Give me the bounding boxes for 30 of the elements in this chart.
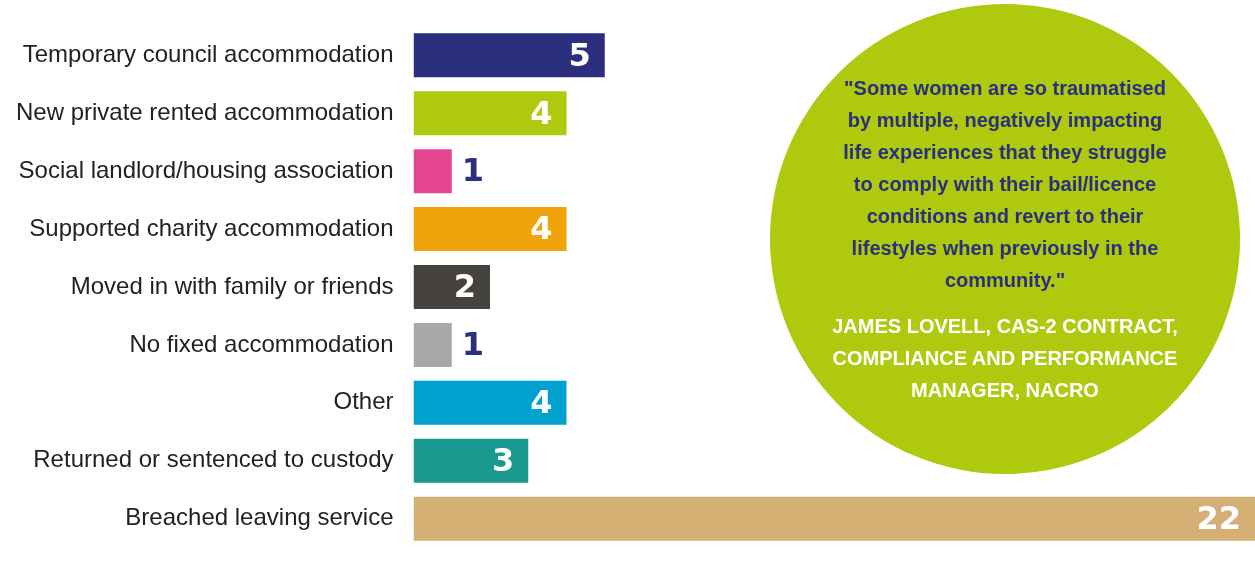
y-tick-label: Social landlord/housing association bbox=[18, 155, 394, 183]
data-label: 1 bbox=[461, 325, 485, 364]
y-tick-label: Other bbox=[333, 387, 394, 415]
data-label: 1 bbox=[461, 151, 485, 190]
y-tick-label: Returned or sentenced to custody bbox=[33, 445, 394, 473]
y-tick-label: Moved in with family or friends bbox=[70, 271, 394, 299]
data-label: 5 bbox=[568, 35, 591, 74]
y-tick-label: No fixed accommodation bbox=[129, 329, 394, 357]
bar bbox=[413, 264, 491, 310]
data-label: 4 bbox=[530, 209, 553, 248]
bar bbox=[413, 438, 529, 483]
data-label: 4 bbox=[530, 93, 553, 132]
data-label: 2 bbox=[453, 267, 477, 306]
bar bbox=[413, 380, 567, 425]
y-tick-label: New private rented accommodation bbox=[15, 97, 394, 125]
bar bbox=[413, 33, 605, 78]
annotation: "Some women are so traumatised by multiple, negatively impacting life experiences that they struggle to comply with their bail/licence conditions and revert to their lifestyles when previously in the community." bbox=[842, 76, 1168, 293]
bar bbox=[413, 496, 1255, 541]
y-tick-label: Breached leaving service bbox=[125, 503, 394, 531]
y-tick-label: Supported charity accommodation bbox=[29, 213, 394, 241]
bar bbox=[413, 91, 567, 136]
bar bbox=[413, 149, 452, 194]
annotation: JAMES LOVELL, CAS-2 CONTRACT, COMPLIANCE AND PERFORMANCE MANAGER, NACRO bbox=[832, 314, 1178, 403]
bar bbox=[413, 207, 567, 252]
data-label: 22 bbox=[1196, 498, 1241, 537]
y-tick-label: Temporary council accommodation bbox=[22, 39, 394, 67]
quote-circle: "Some women are so traumatised by multiple, negatively impacting life experiences that they struggle to comply with their bail/licence conditions and revert to their lifestyles when previously in the community." JAMES LOVELL, CAS-2 CONTRACT, COMPLIANCE AND PERFORMANCE MANAGER, NACRO bbox=[770, 4, 1240, 474]
bar bbox=[413, 322, 452, 367]
data-label: 4 bbox=[530, 383, 553, 422]
data-label: 3 bbox=[492, 441, 515, 480]
